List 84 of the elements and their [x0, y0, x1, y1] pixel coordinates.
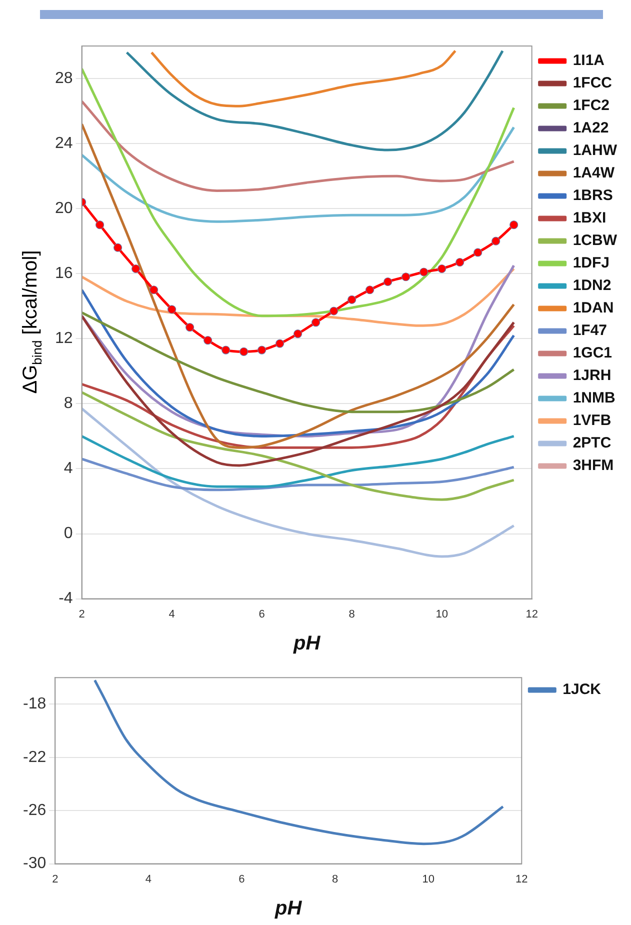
x-tick-label: 2: [78, 608, 85, 620]
y-tick-label: 28: [55, 70, 73, 87]
x-axis-title: pH: [292, 632, 321, 655]
point: [438, 264, 446, 274]
legend-label: 1CBW: [572, 232, 618, 250]
legend-label: 1F47: [572, 322, 608, 340]
point: [492, 236, 500, 246]
point: [366, 286, 374, 294]
legend-label: 1VFB: [572, 412, 612, 430]
point: [474, 248, 482, 257]
x-axis-title: pH: [274, 898, 302, 920]
line-series: [82, 458, 516, 492]
legend-label: 3HFM: [572, 457, 614, 474]
y-tick-label: -26: [23, 802, 46, 820]
point: [384, 277, 392, 286]
point: [420, 268, 428, 276]
point: [204, 336, 212, 345]
x-tick-label: 12: [526, 608, 538, 620]
x-tick-label: 4: [145, 873, 152, 886]
x-tick-label: 6: [238, 873, 245, 886]
line-series: [82, 126, 516, 223]
line-series: [82, 314, 516, 467]
line-series: [94, 679, 504, 846]
point: [330, 306, 338, 316]
legend-label: 1GC1: [572, 344, 612, 362]
line-series: [82, 311, 516, 414]
x-tick-label: 2: [52, 873, 58, 886]
legend-label: 1DFJ: [572, 254, 610, 272]
line-series: [82, 68, 516, 318]
y-tick-label: 8: [64, 395, 73, 412]
line-series: [126, 50, 504, 152]
legend-label: 1NMB: [572, 390, 616, 407]
y-tick-label: 16: [55, 265, 73, 282]
point: [150, 286, 158, 294]
legend-label: 1DAN: [572, 300, 614, 317]
line-series: [82, 434, 516, 488]
point: [240, 347, 248, 356]
point: [132, 264, 140, 274]
point: [294, 329, 302, 338]
y-tick-label: 12: [55, 330, 73, 348]
legend-label: 1JCK: [562, 681, 602, 698]
line-series: [82, 122, 516, 449]
x-tick-label: 8: [332, 873, 338, 886]
point: [402, 272, 410, 282]
point: [312, 318, 320, 327]
legend-label: 1JRH: [572, 367, 612, 384]
legend-label: 1A22: [572, 120, 609, 137]
legend-label: 1FC2: [572, 97, 610, 114]
line-series: [82, 100, 516, 192]
line-series: [150, 50, 457, 108]
x-tick-label: 4: [168, 608, 175, 620]
legend-label: 1I1A: [572, 52, 605, 70]
point: [276, 339, 284, 348]
x-tick-label: 10: [422, 873, 434, 886]
x-tick-label: 6: [258, 608, 265, 620]
y-tick-label: 4: [64, 460, 73, 478]
legend-label: 1BRS: [572, 187, 613, 204]
legend-label: 1A4W: [572, 164, 616, 182]
y-tick-label: -18: [23, 696, 46, 713]
point: [456, 258, 464, 267]
x-tick-label: 8: [348, 608, 355, 620]
line-series: [82, 391, 516, 501]
point: [168, 305, 176, 314]
legend-label: 2PTC: [572, 434, 612, 452]
legend-label: 1AHW: [572, 142, 618, 160]
y-tick-label: -22: [23, 748, 46, 766]
legend-label: 1BXI: [572, 210, 606, 227]
line-series: [82, 407, 516, 558]
point: [96, 220, 104, 230]
point: [114, 243, 122, 252]
y-tick-label: -30: [23, 855, 46, 872]
point: [510, 220, 518, 230]
point: [348, 295, 356, 304]
x-tick-label: 10: [436, 608, 448, 620]
point: [258, 346, 266, 354]
point: [186, 322, 194, 332]
x-tick-label: 12: [516, 873, 528, 886]
point: [222, 346, 230, 354]
y-tick-label: 24: [55, 134, 73, 152]
y-tick-label: 20: [55, 200, 73, 217]
legend-label: 1DN2: [572, 277, 612, 294]
y-tick-label: 0: [64, 525, 73, 542]
y-tick-label: -4: [58, 590, 73, 608]
legend-label: 1FCC: [572, 74, 612, 92]
